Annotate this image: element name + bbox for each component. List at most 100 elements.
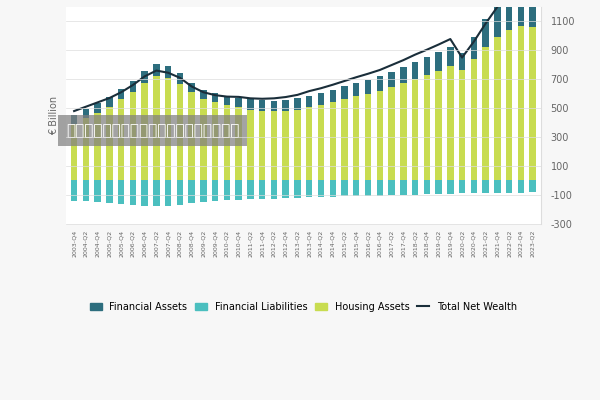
Bar xyxy=(365,80,371,94)
Bar xyxy=(153,64,160,76)
Bar xyxy=(188,92,195,180)
Bar xyxy=(377,180,383,196)
Bar xyxy=(329,90,336,102)
Bar xyxy=(94,112,101,180)
Bar xyxy=(130,180,136,205)
Bar xyxy=(271,180,277,198)
Bar xyxy=(188,180,195,203)
Bar xyxy=(377,76,383,90)
Bar xyxy=(424,180,430,194)
Bar xyxy=(436,70,442,180)
Bar xyxy=(259,111,265,180)
Bar xyxy=(83,109,89,118)
Bar xyxy=(506,180,512,193)
Bar xyxy=(459,180,466,194)
Bar xyxy=(176,73,183,84)
Bar xyxy=(224,180,230,200)
Y-axis label: € Billion: € Billion xyxy=(49,96,59,135)
Bar xyxy=(482,180,489,193)
Bar xyxy=(424,75,430,180)
Bar xyxy=(283,100,289,111)
Legend: Financial Assets, Financial Liabilities, Housing Assets, Total Net Wealth: Financial Assets, Financial Liabilities,… xyxy=(86,298,521,316)
Bar xyxy=(142,71,148,83)
Bar xyxy=(494,1,500,37)
Bar xyxy=(518,26,524,180)
Bar xyxy=(388,87,395,180)
Bar xyxy=(365,180,371,196)
Bar xyxy=(294,110,301,180)
Bar xyxy=(436,52,442,70)
Bar xyxy=(235,108,242,180)
Bar xyxy=(118,100,124,180)
Bar xyxy=(106,180,113,203)
Bar xyxy=(259,100,265,111)
Bar xyxy=(436,180,442,194)
Bar xyxy=(200,90,206,99)
Bar xyxy=(118,89,124,100)
Bar xyxy=(482,18,489,48)
Bar xyxy=(412,78,418,180)
Bar xyxy=(365,94,371,180)
Bar xyxy=(247,180,254,199)
Bar xyxy=(259,180,265,199)
Bar xyxy=(306,108,313,180)
Bar xyxy=(506,30,512,180)
Bar xyxy=(235,98,242,108)
Bar xyxy=(83,118,89,180)
Bar xyxy=(353,180,359,196)
Bar xyxy=(341,100,348,180)
Bar xyxy=(518,0,524,26)
Bar xyxy=(400,180,407,195)
Bar xyxy=(529,0,536,27)
Bar xyxy=(318,105,324,180)
Bar xyxy=(329,102,336,180)
Bar xyxy=(212,102,218,180)
Bar xyxy=(388,72,395,87)
Bar xyxy=(142,83,148,180)
Bar xyxy=(176,180,183,205)
Bar xyxy=(271,100,277,111)
Bar xyxy=(153,180,160,206)
Bar xyxy=(341,180,348,196)
Text: 私募股权投资：高收益、高风险的投资选择: 私募股权投资：高收益、高风险的投资选择 xyxy=(66,123,239,138)
Bar xyxy=(318,180,324,197)
Bar xyxy=(529,180,536,192)
Bar xyxy=(271,111,277,180)
Bar xyxy=(341,86,348,100)
Bar xyxy=(118,180,124,204)
Bar xyxy=(247,110,254,180)
Bar xyxy=(283,180,289,198)
Bar xyxy=(188,83,195,92)
Bar xyxy=(224,105,230,180)
Bar xyxy=(294,180,301,198)
Bar xyxy=(400,83,407,180)
Bar xyxy=(447,180,454,194)
Bar xyxy=(235,180,242,200)
Bar xyxy=(306,180,313,197)
Bar xyxy=(176,84,183,180)
Bar xyxy=(165,66,172,78)
Bar xyxy=(470,180,477,193)
Bar xyxy=(518,180,524,193)
Bar xyxy=(470,37,477,59)
Bar xyxy=(377,90,383,180)
Bar xyxy=(83,180,89,202)
Bar xyxy=(212,180,218,201)
Bar xyxy=(283,111,289,180)
Bar xyxy=(447,47,454,66)
Bar xyxy=(224,96,230,105)
Bar xyxy=(494,37,500,180)
Bar xyxy=(71,116,77,124)
Bar xyxy=(142,180,148,206)
Bar xyxy=(94,180,101,202)
Bar xyxy=(400,67,407,83)
Bar xyxy=(482,48,489,180)
Bar xyxy=(353,83,359,96)
Bar xyxy=(165,180,172,206)
Bar xyxy=(200,99,206,180)
Bar xyxy=(130,92,136,180)
Bar xyxy=(94,103,101,112)
Bar xyxy=(424,57,430,75)
Bar xyxy=(200,180,206,202)
Bar xyxy=(412,62,418,78)
